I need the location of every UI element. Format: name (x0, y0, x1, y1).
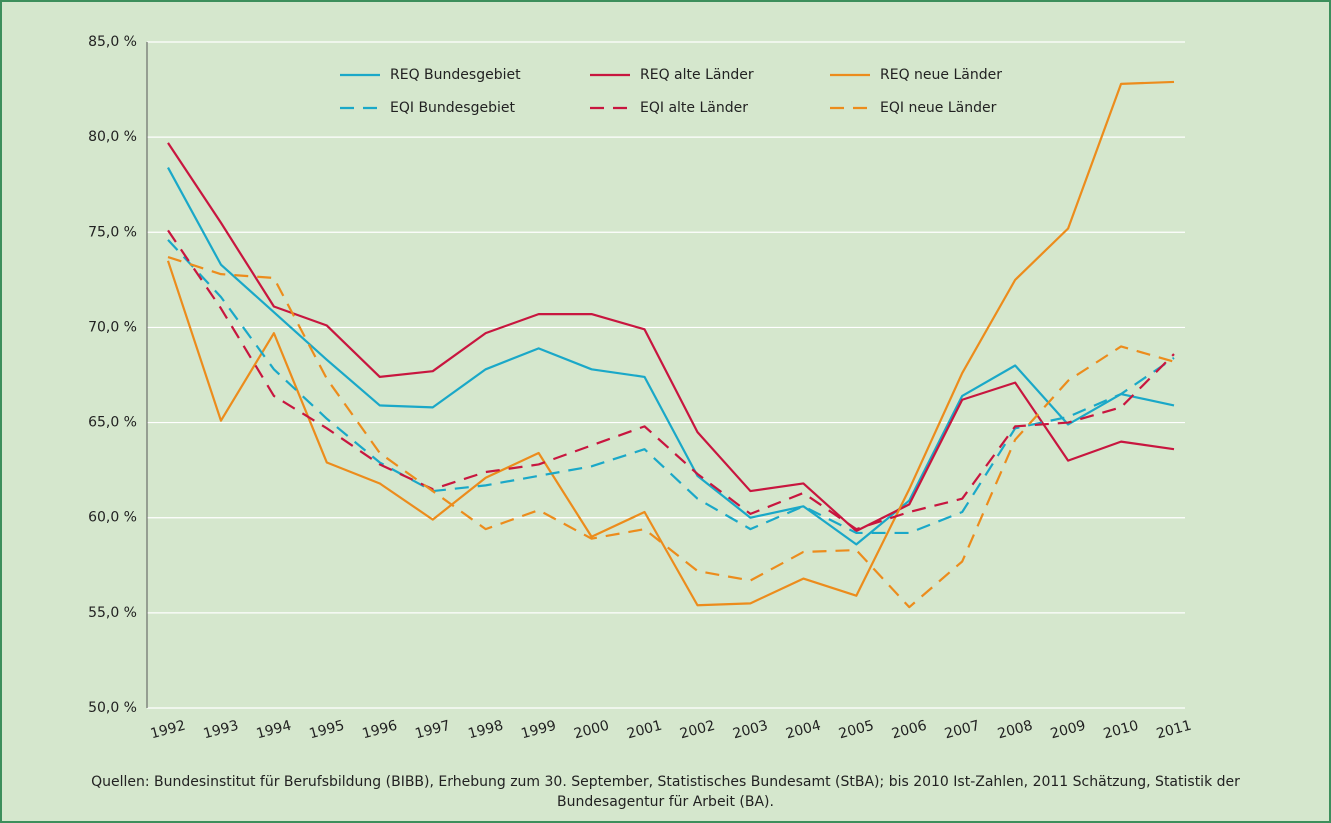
line-series (167, 229, 1175, 531)
y-tick-label: 85,0 % (88, 34, 137, 50)
legend-label: REQ alte Länder (640, 67, 754, 83)
legend-label: EQI neue Länder (880, 100, 997, 116)
y-tick-label: 65,0 % (88, 415, 137, 431)
line-series (167, 167, 1175, 546)
y-tick-label: 55,0 % (88, 605, 137, 621)
y-tick-label: 80,0 % (88, 129, 137, 145)
line-series (167, 255, 1175, 609)
y-tick-label: 70,0 % (88, 319, 137, 335)
legend-label: REQ Bundesgebiet (390, 67, 521, 83)
y-tick-label: 50,0 % (88, 700, 137, 716)
line-series (166, 80, 1175, 607)
legend-label: EQI Bundesgebiet (390, 100, 515, 116)
legend-label: REQ neue Länder (880, 67, 1002, 83)
line-series (167, 142, 1175, 533)
line-series (167, 239, 1175, 535)
source-note: Quellen: Bundesinstitut für Berufsbildun… (91, 774, 1240, 810)
y-tick-label: 75,0 % (88, 224, 137, 240)
legend-label: EQI alte Länder (640, 100, 748, 116)
y-tick-label: 60,0 % (88, 510, 137, 526)
